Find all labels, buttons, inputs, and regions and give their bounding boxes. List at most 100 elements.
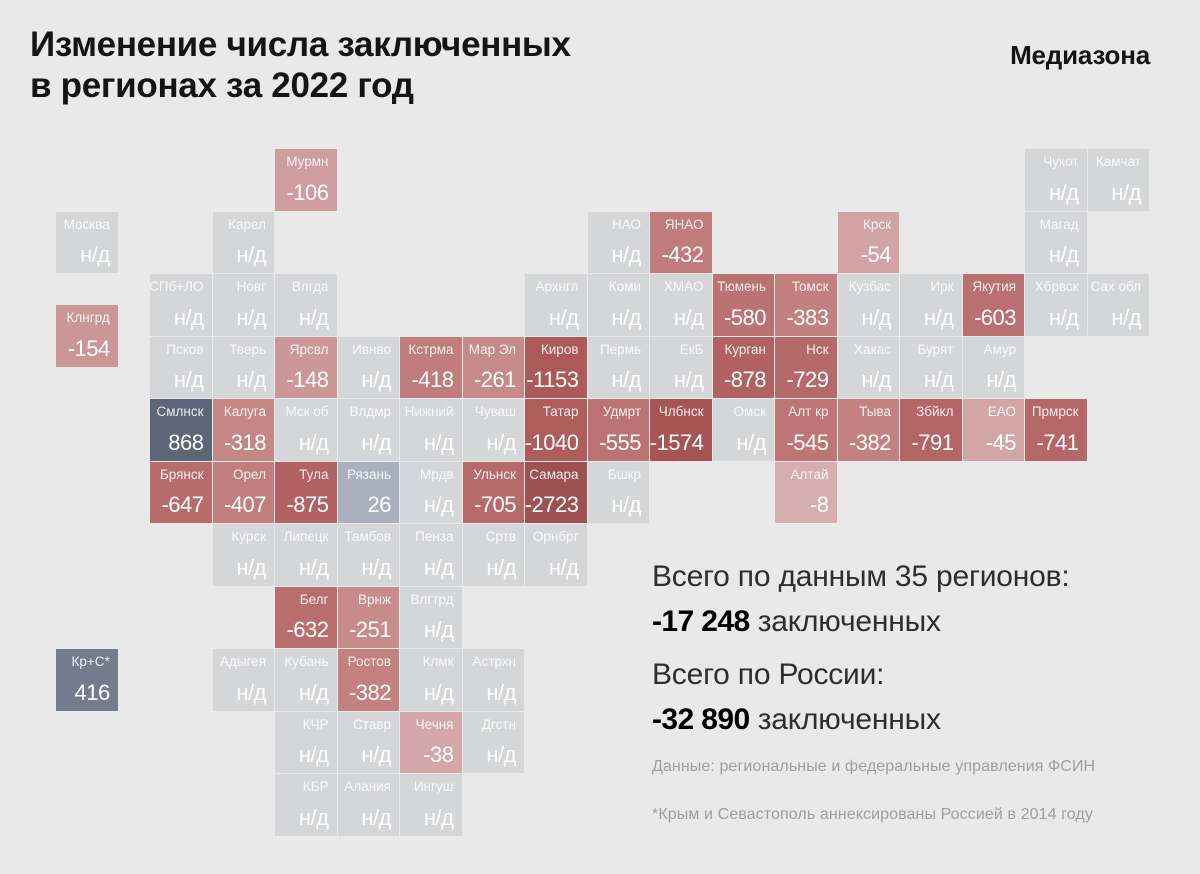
region-value: н/д [861, 304, 891, 330]
region-tile: Ярсвл -148 [275, 336, 337, 398]
region-tile: Пенза н/д [400, 524, 462, 586]
region-label: Кузбас [848, 279, 891, 294]
region-value: н/д [298, 804, 329, 830]
region-label: Курск [231, 529, 266, 544]
region-tile: Адыгея н/д [212, 649, 274, 711]
region-label: Псков [166, 341, 204, 357]
region-label: Алт кр [788, 404, 829, 419]
region-tile: Тверь н/д [212, 336, 274, 398]
region-tile: Ульнск -705 [462, 461, 524, 523]
footnote-crimea: *Крым и Севастополь аннексированы Россие… [652, 806, 1093, 823]
region-tile: Алтай -8 [775, 461, 837, 523]
region-tile: Киров -1153 [525, 336, 587, 398]
region-value: н/д [611, 367, 641, 392]
region-value: н/д [423, 679, 454, 705]
region-tile: Тюмень -580 [712, 274, 774, 336]
region-label: Тверь [229, 341, 266, 357]
region-tile: Клмк н/д [400, 649, 462, 711]
region-value: -741 [1036, 429, 1079, 455]
region-label: Влдмр [349, 404, 391, 419]
region-label: Сах обл [1090, 279, 1141, 294]
region-value: -418 [411, 367, 454, 392]
region-tile: Коми н/д [587, 274, 649, 336]
region-tile: Татар -1040 [525, 399, 587, 461]
region-label: ЕАО [987, 404, 1016, 419]
region-tile: СПб+ЛО н/д [149, 274, 212, 336]
region-tile: Ирк н/д [900, 274, 962, 336]
region-label: СПб+ЛО [149, 279, 204, 294]
region-label: Нижний [404, 404, 454, 419]
region-value: -8 [809, 492, 829, 517]
region-value: н/д [173, 367, 204, 392]
region-value: н/д [361, 429, 391, 455]
region-value: н/д [1048, 179, 1079, 205]
region-label: Бурят [917, 341, 954, 357]
region-label: Белг [299, 591, 329, 607]
region-value: н/д [298, 742, 329, 767]
region-tile: Псков н/д [150, 336, 212, 398]
region-tile: Архнгл н/д [525, 274, 587, 336]
region-label: Ульнск [473, 466, 516, 482]
region-tile: Бшкр н/д [587, 461, 649, 523]
region-label: Карел [228, 216, 266, 232]
region-value: н/д [673, 304, 704, 330]
region-value: -1574 [649, 429, 704, 455]
page-title-line1: Изменение числа заключенных [30, 25, 571, 64]
region-value: н/д [236, 367, 266, 392]
region-label: Ивнво [352, 341, 391, 357]
region-value: н/д [361, 367, 391, 392]
region-tile: Самара -2723 [525, 461, 587, 523]
region-tile: Алт кр -545 [775, 399, 837, 461]
region-tile: Кубань н/д [275, 649, 337, 711]
summary-russia-value: -32 890 [652, 703, 750, 736]
region-tile: Омск н/д [712, 399, 774, 461]
region-value: н/д [923, 304, 954, 330]
region-label: Новг [236, 279, 266, 294]
region-tile: Тамбов н/д [337, 524, 399, 586]
region-tile: Магад н/д [1025, 211, 1087, 273]
region-value: -875 [286, 492, 329, 517]
region-label: Рязань [346, 466, 391, 482]
region-tile: Пермь н/д [587, 336, 649, 398]
region-label: Коми [608, 279, 641, 294]
region-label: Якутия [972, 279, 1016, 294]
region-tile: ХМАО н/д [650, 274, 712, 336]
region-value: 868 [168, 429, 204, 455]
region-tile: Нижний н/д [400, 399, 462, 461]
region-tile: Удмрт -555 [587, 399, 649, 461]
region-value: -38 [423, 742, 454, 767]
summary-regions-suffix: заключенных [749, 605, 941, 638]
region-tile: Рязань 26 [337, 461, 399, 523]
region-label: Магад [1039, 216, 1079, 232]
region-tile: Орнбрг н/д [525, 524, 587, 586]
region-label: КБР [302, 779, 329, 794]
brand-logo: Медиазона [1010, 40, 1150, 70]
region-label: Крск [862, 216, 891, 232]
region-value: -603 [973, 304, 1017, 330]
region-value: н/д [236, 304, 266, 330]
region-value: -382 [348, 679, 392, 705]
region-tile: Нск -729 [775, 336, 837, 398]
region-label: Мурмн [286, 154, 329, 169]
region-label: НАО [612, 216, 641, 232]
region-label: Алания [344, 779, 391, 794]
region-label: Чукот [1043, 154, 1079, 169]
region-tile: Курган -878 [712, 336, 774, 398]
region-label: Камчат [1095, 154, 1141, 169]
region-label: Удмрт [602, 404, 641, 419]
region-tile: Томск -383 [775, 274, 837, 336]
region-value: н/д [486, 742, 516, 767]
region-value: -545 [786, 429, 829, 455]
region-value: н/д [80, 242, 110, 267]
region-value: н/д [236, 554, 266, 580]
region-value: н/д [861, 367, 891, 392]
region-tile: Клнгрд -154 [56, 305, 118, 367]
region-label: Влгтрд [410, 591, 454, 607]
region-label: Дгстн [481, 716, 516, 732]
region-tile: Збйкл -791 [900, 399, 962, 461]
region-label: Курган [724, 341, 766, 357]
region-label: Мрдв [420, 466, 454, 482]
region-label: Хакас [854, 341, 891, 357]
region-value: н/д [423, 554, 454, 580]
region-value: н/д [486, 429, 516, 455]
